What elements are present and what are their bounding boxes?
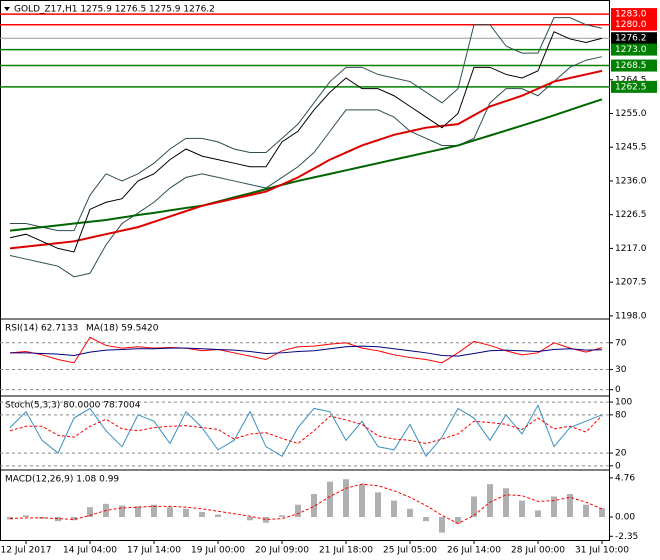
legend-entry: RSI(14) 62.7133 xyxy=(5,324,78,334)
panel-title: MACD(12,26,9) 1.08 0.99 xyxy=(5,475,119,485)
x-tick-label: 21 Jul 18:00 xyxy=(319,546,373,556)
level-label: 1273.0 xyxy=(615,45,647,55)
bar xyxy=(519,500,525,517)
bar xyxy=(487,484,493,517)
bar xyxy=(503,488,509,517)
y-tick-label: 1245.5 xyxy=(615,143,647,153)
level-label: 1262.5 xyxy=(615,82,647,92)
level-tag xyxy=(611,43,657,56)
bar xyxy=(327,481,333,517)
x-tick-label: 19 Jul 00:00 xyxy=(191,546,245,556)
bar xyxy=(199,512,205,517)
level-label: 1280.0 xyxy=(615,20,647,30)
bar xyxy=(215,514,221,517)
x-tick-label: 14 Jul 04:00 xyxy=(63,546,117,556)
y-tick-label: 80 xyxy=(615,410,627,420)
bar xyxy=(583,504,589,517)
bar xyxy=(439,517,445,533)
y-tick-label: 1198.0 xyxy=(615,311,647,321)
series-line xyxy=(9,98,603,232)
series-line xyxy=(10,345,603,357)
series-line xyxy=(9,69,603,250)
bar xyxy=(135,506,141,517)
level-tag xyxy=(611,8,657,21)
x-tick-label: 26 Jul 14:00 xyxy=(447,546,501,556)
bar xyxy=(343,479,349,517)
level-tag xyxy=(611,59,657,72)
x-tick-label: 28 Jul 00:00 xyxy=(511,546,565,556)
bar xyxy=(391,500,397,517)
chart-title: GOLD_Z17,H1 1275.9 1276.5 1275.9 1276.2 xyxy=(14,5,215,15)
bar xyxy=(311,494,317,517)
y-tick-label: 4.76 xyxy=(615,473,635,483)
bar xyxy=(407,508,413,517)
series-line xyxy=(9,483,603,525)
bar xyxy=(247,517,253,521)
y-tick-label: -2.35 xyxy=(615,532,638,542)
bar xyxy=(151,504,157,517)
level-tag xyxy=(611,80,657,93)
y-tick-label: 20 xyxy=(615,449,627,459)
x-tick-label: 25 Jul 05:00 xyxy=(383,546,437,556)
legend-entry: MA(18) 59.5420 xyxy=(86,324,159,334)
series-line xyxy=(10,17,603,232)
y-tick-label: 0 xyxy=(615,461,621,471)
y-tick-label: 1236.0 xyxy=(615,176,647,186)
panel-title: Stoch(5,3,3) 80.0000 78.7004 xyxy=(5,401,141,411)
bar xyxy=(359,484,365,517)
y-tick-label: 0.00 xyxy=(615,513,635,523)
series-line xyxy=(9,56,603,278)
level-tag xyxy=(611,32,657,45)
y-tick-label: 1207.5 xyxy=(615,278,647,288)
y-tick-label: 100 xyxy=(615,398,632,408)
y-tick-label: 1255.0 xyxy=(615,109,647,119)
bar xyxy=(535,510,541,517)
bar xyxy=(23,515,29,517)
y-tick-label: 0 xyxy=(615,385,621,395)
x-tick-label: 20 Jul 09:00 xyxy=(255,546,309,556)
y-tick-label: 70 xyxy=(615,338,627,348)
bar xyxy=(87,507,93,517)
level-label: 1276.2 xyxy=(615,34,647,44)
bar xyxy=(551,496,557,517)
bar xyxy=(71,517,77,521)
y-tick-label: 1226.5 xyxy=(615,210,647,220)
level-label: 1268.5 xyxy=(615,61,647,71)
y-tick-label: 1217.0 xyxy=(615,244,647,254)
bar xyxy=(263,517,269,523)
series-line xyxy=(9,415,603,445)
bar xyxy=(295,504,301,517)
bar xyxy=(423,517,429,522)
series-line xyxy=(9,31,603,253)
series-line xyxy=(9,404,603,458)
bar xyxy=(455,517,461,524)
bar xyxy=(167,507,173,517)
bar xyxy=(183,508,189,517)
y-tick-label: 1264.5 xyxy=(615,75,647,85)
y-tick-label: 30 xyxy=(615,365,627,375)
frame xyxy=(0,0,610,541)
bar xyxy=(567,494,573,517)
bar xyxy=(55,517,61,522)
bar xyxy=(375,492,381,517)
x-tick-label: 17 Jul 14:00 xyxy=(127,546,181,556)
level-label: 1283.0 xyxy=(615,10,647,20)
bar xyxy=(599,508,605,517)
bar xyxy=(279,515,285,517)
level-tag xyxy=(611,18,657,31)
menu-icon xyxy=(4,7,10,11)
x-tick-label: 31 Jul 10:00 xyxy=(575,546,629,556)
bar xyxy=(471,496,477,517)
bar xyxy=(119,505,125,517)
x-tick-label: 12 Jul 2017 xyxy=(1,546,52,556)
